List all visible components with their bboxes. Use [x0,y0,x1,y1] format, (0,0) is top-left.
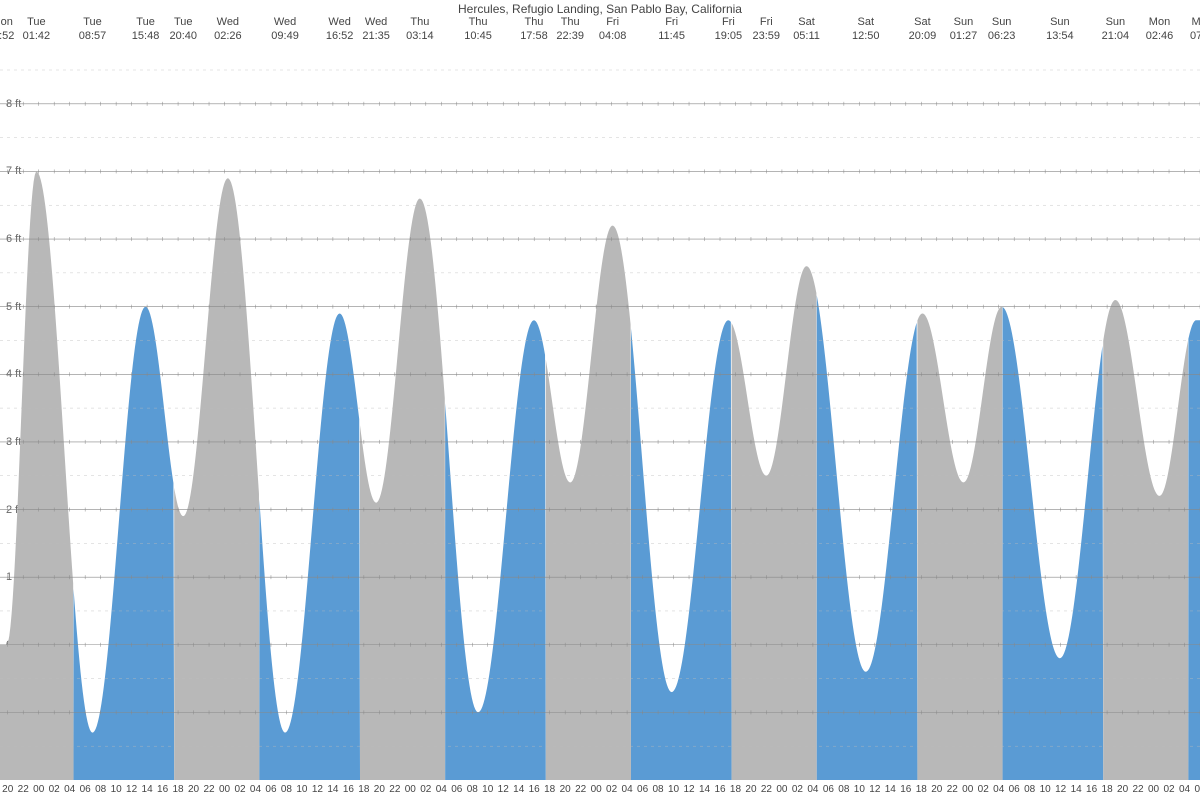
hour-label: 04 [622,784,633,795]
hour-label: 20 [745,784,756,795]
hour-label: 14 [327,784,338,795]
hour-label: 20 [931,784,942,795]
hour-label: 08 [653,784,664,795]
hour-label: 08 [281,784,292,795]
hour-label: 20 [188,784,199,795]
tide-chart [0,0,1200,800]
hour-label: 06 [823,784,834,795]
hour-label: 10 [854,784,865,795]
hour-label: 00 [33,784,44,795]
hour-label: 20 [1117,784,1128,795]
hour-label: 16 [157,784,168,795]
hour-label: 16 [529,784,540,795]
hour-label: 12 [498,784,509,795]
hour-label: 20 [374,784,385,795]
hour-label: 04 [1179,784,1190,795]
hour-label: 00 [591,784,602,795]
hour-label: 22 [18,784,29,795]
hour-label: 06 [1009,784,1020,795]
hour-label: 10 [668,784,679,795]
hour-label: 06 [637,784,648,795]
hour-label: 10 [296,784,307,795]
hour-label: 20 [560,784,571,795]
hour-label: 06 [451,784,462,795]
hour-label: 20 [2,784,13,795]
hour-label: 16 [900,784,911,795]
hour-label: 12 [1055,784,1066,795]
hour-label: 16 [714,784,725,795]
hour-label: 18 [1102,784,1113,795]
hour-label: 06 [1194,784,1200,795]
hour-label: 14 [142,784,153,795]
hour-label: 22 [761,784,772,795]
hour-label: 08 [467,784,478,795]
hour-label: 00 [1148,784,1159,795]
hour-label: 02 [792,784,803,795]
hour-label: 02 [606,784,617,795]
hour-label: 02 [1163,784,1174,795]
hour-label: 04 [436,784,447,795]
hour-label: 14 [1071,784,1082,795]
hour-label: 12 [126,784,137,795]
hour-label: 00 [962,784,973,795]
hour-label: 12 [869,784,880,795]
hour-label: 18 [358,784,369,795]
hour-label: 00 [405,784,416,795]
hour-label: 16 [343,784,354,795]
hour-label: 22 [1133,784,1144,795]
hour-label: 04 [993,784,1004,795]
hour-label: 12 [312,784,323,795]
hour-label: 22 [947,784,958,795]
hour-label: 02 [978,784,989,795]
hour-label: 10 [111,784,122,795]
hour-label: 16 [1086,784,1097,795]
hour-label: 14 [699,784,710,795]
hour-label: 18 [544,784,555,795]
hour-label: 08 [95,784,106,795]
hour-label: 22 [203,784,214,795]
hour-label: 00 [776,784,787,795]
hour-label: 02 [420,784,431,795]
hour-label: 18 [730,784,741,795]
hour-label: 04 [807,784,818,795]
hour-label: 14 [513,784,524,795]
hour-label: 10 [1040,784,1051,795]
hour-label: 06 [80,784,91,795]
hour-label: 18 [916,784,927,795]
hour-label: 22 [389,784,400,795]
hour-label: 12 [683,784,694,795]
hour-label: 22 [575,784,586,795]
hour-label: 18 [173,784,184,795]
hour-label: 04 [250,784,261,795]
hour-label: 02 [234,784,245,795]
hour-label: 08 [838,784,849,795]
hour-label: 08 [1024,784,1035,795]
hour-label: 10 [482,784,493,795]
hour-label: 06 [265,784,276,795]
hour-label: 14 [885,784,896,795]
hour-label: 00 [219,784,230,795]
hour-label: 04 [64,784,75,795]
hour-label: 02 [49,784,60,795]
